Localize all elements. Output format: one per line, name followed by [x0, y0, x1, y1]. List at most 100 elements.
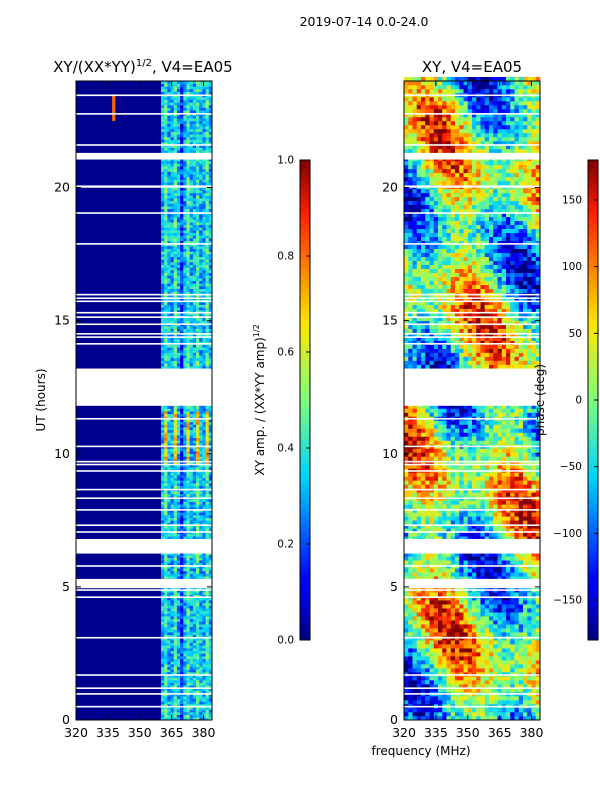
phase-cell — [416, 308, 422, 313]
amplitude-cell — [183, 134, 187, 138]
amplitude-cell — [189, 115, 194, 119]
amplitude-cell — [205, 136, 210, 140]
amplitude-cell — [167, 102, 171, 106]
amplitude-cell — [202, 509, 206, 513]
phase-cell — [408, 284, 413, 289]
amplitude-cell — [167, 411, 171, 415]
amplitude-cell — [173, 99, 178, 103]
amplitude-cell — [192, 349, 197, 353]
amplitude-cell — [173, 339, 178, 343]
phase-cell — [404, 432, 409, 437]
amplitude-cell — [192, 597, 197, 601]
amplitude-cell — [192, 102, 197, 106]
phase-cell — [425, 216, 430, 222]
amplitude-cell — [208, 594, 213, 598]
amplitude-cell — [186, 248, 190, 252]
amplitude-cell — [199, 131, 203, 135]
amplitude-cell — [164, 118, 168, 122]
amplitude-cell — [161, 507, 165, 510]
phase-cell — [412, 472, 418, 477]
amplitude-cell — [173, 475, 178, 479]
amplitude-cell — [192, 328, 197, 332]
amplitude-cell — [164, 174, 168, 178]
phase-cell — [416, 452, 422, 457]
amplitude-cell — [189, 206, 194, 210]
amplitude-cell — [161, 456, 165, 460]
phase-cell — [404, 104, 409, 110]
amplitude-cell — [189, 136, 194, 140]
amplitude-cell — [196, 307, 200, 311]
phase-cell — [421, 344, 426, 349]
amplitude-cell — [173, 629, 178, 633]
phase-cell — [416, 360, 422, 365]
amplitude-cell — [196, 262, 200, 266]
phase-cell — [408, 148, 413, 154]
amplitude-cell — [202, 602, 206, 606]
amplitude-cell — [208, 608, 213, 612]
amplitude-cell — [170, 717, 175, 721]
phase-cell — [421, 120, 426, 126]
amplitude-cell — [161, 685, 165, 689]
phase-cell — [421, 592, 426, 597]
amplitude-cell — [173, 632, 178, 636]
amplitude-cell — [170, 677, 175, 681]
amplitude-cell — [173, 589, 178, 593]
amplitude-cell — [170, 605, 175, 609]
phase-cell — [416, 216, 422, 222]
amplitude-cell — [192, 333, 197, 337]
amplitude-cell — [192, 150, 197, 154]
phase-cell — [429, 428, 435, 433]
amplitude-cell — [183, 552, 187, 556]
amplitude-cell — [180, 413, 184, 417]
amplitude-cell — [199, 168, 203, 172]
amplitude-cell — [208, 640, 213, 644]
phase-cell — [404, 648, 409, 653]
amplitude-cell — [164, 605, 168, 609]
amplitude-cell — [202, 259, 206, 263]
amplitude-cell — [180, 195, 184, 199]
amplitude-cell — [202, 528, 206, 532]
phase-cell — [408, 84, 413, 90]
phase-cell — [416, 472, 422, 477]
amplitude-cell — [208, 286, 213, 289]
amplitude-cell — [161, 637, 165, 641]
amplitude-cell — [173, 88, 178, 92]
amplitude-cell — [189, 288, 194, 292]
amplitude-cell — [208, 360, 213, 364]
amplitude-cell — [167, 230, 171, 234]
amplitude-cell — [208, 672, 213, 676]
amplitude-cell — [202, 168, 206, 172]
amplitude-cell — [192, 507, 197, 510]
amplitude-cell — [167, 301, 171, 305]
amplitude-cell — [186, 230, 190, 234]
amplitude-cell — [170, 294, 175, 297]
amplitude-cell — [173, 642, 178, 646]
amplitude-cell — [192, 576, 197, 580]
amplitude-cell — [170, 448, 175, 452]
amplitude-cell — [196, 283, 200, 287]
amplitude-cell — [167, 288, 171, 292]
amplitude-cell — [192, 499, 197, 502]
amplitude-cell — [167, 187, 171, 191]
amplitude-cell — [170, 83, 175, 87]
amplitude-cell — [208, 669, 213, 673]
amplitude-cell — [167, 459, 171, 463]
amplitude-cell — [176, 637, 181, 641]
amplitude-cell — [167, 626, 171, 630]
amplitude-cell — [167, 605, 171, 609]
amplitude-cell — [180, 459, 184, 463]
amplitude-cell — [180, 99, 184, 103]
amplitude-cell — [189, 682, 194, 686]
amplitude-cell — [192, 278, 197, 281]
phase-cell — [425, 460, 430, 465]
amplitude-cell — [164, 182, 168, 186]
amplitude-cell — [176, 264, 181, 268]
amplitude-cell — [192, 514, 197, 518]
amplitude-cell — [164, 120, 168, 124]
amplitude-cell — [202, 312, 206, 316]
phase-cell — [429, 464, 435, 469]
phase-cell — [412, 428, 418, 433]
amplitude-cell — [202, 248, 206, 252]
amplitude-cell — [202, 288, 206, 292]
amplitude-cell — [173, 464, 178, 468]
